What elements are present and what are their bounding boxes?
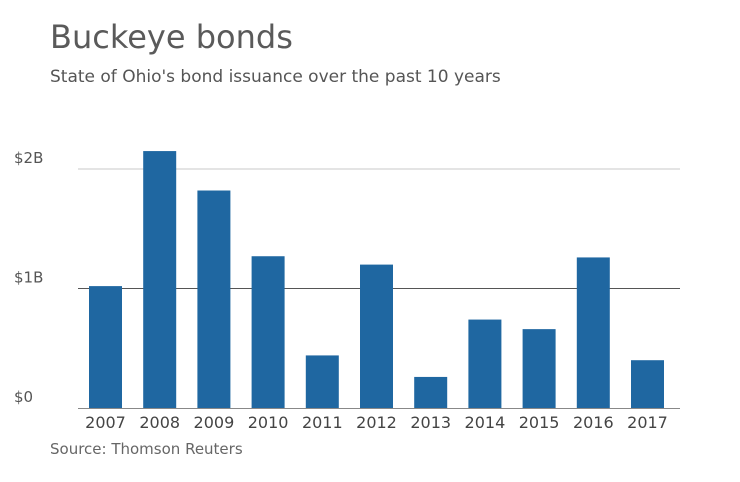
bar-2012 xyxy=(360,264,393,408)
x-tick-label: 2007 xyxy=(85,413,126,432)
y-tick-label: $2B xyxy=(14,149,43,167)
y-tick-label: $0 xyxy=(14,388,33,406)
x-tick-label: 2014 xyxy=(465,413,506,432)
x-tick-label: 2015 xyxy=(519,413,560,432)
bar-2008 xyxy=(143,151,177,408)
bar-2014 xyxy=(468,319,502,408)
bars xyxy=(89,151,664,408)
source-note: Source: Thomson Reuters xyxy=(50,440,243,458)
bar-2010 xyxy=(251,256,285,408)
x-axis-ticks: 2007 2008 2009 2010 2011 2012 2013 2014 2015 2016… xyxy=(85,413,668,432)
x-tick-label: 2012 xyxy=(356,413,397,432)
chart-title: Buckeye bonds xyxy=(50,18,293,56)
bar-2017 xyxy=(631,360,664,408)
x-tick-label: 2017 xyxy=(627,413,668,432)
bar-2016 xyxy=(576,257,610,408)
chart-subtitle: State of Ohio's bond issuance over the p… xyxy=(50,67,501,87)
x-tick-label: 2011 xyxy=(302,413,343,432)
bar-2009 xyxy=(197,190,231,408)
x-tick-label: 2008 xyxy=(139,413,180,432)
bar-2007 xyxy=(89,286,122,408)
bar-2015 xyxy=(522,329,556,408)
bar-2013 xyxy=(414,376,448,408)
y-axis-ticks: $0 $1B $2B xyxy=(14,149,43,406)
y-tick-label: $1B xyxy=(14,269,43,287)
x-tick-label: 2016 xyxy=(573,413,614,432)
x-tick-label: 2013 xyxy=(410,413,451,432)
bar-2011 xyxy=(305,355,339,408)
x-tick-label: 2009 xyxy=(194,413,235,432)
x-tick-label: 2010 xyxy=(248,413,289,432)
